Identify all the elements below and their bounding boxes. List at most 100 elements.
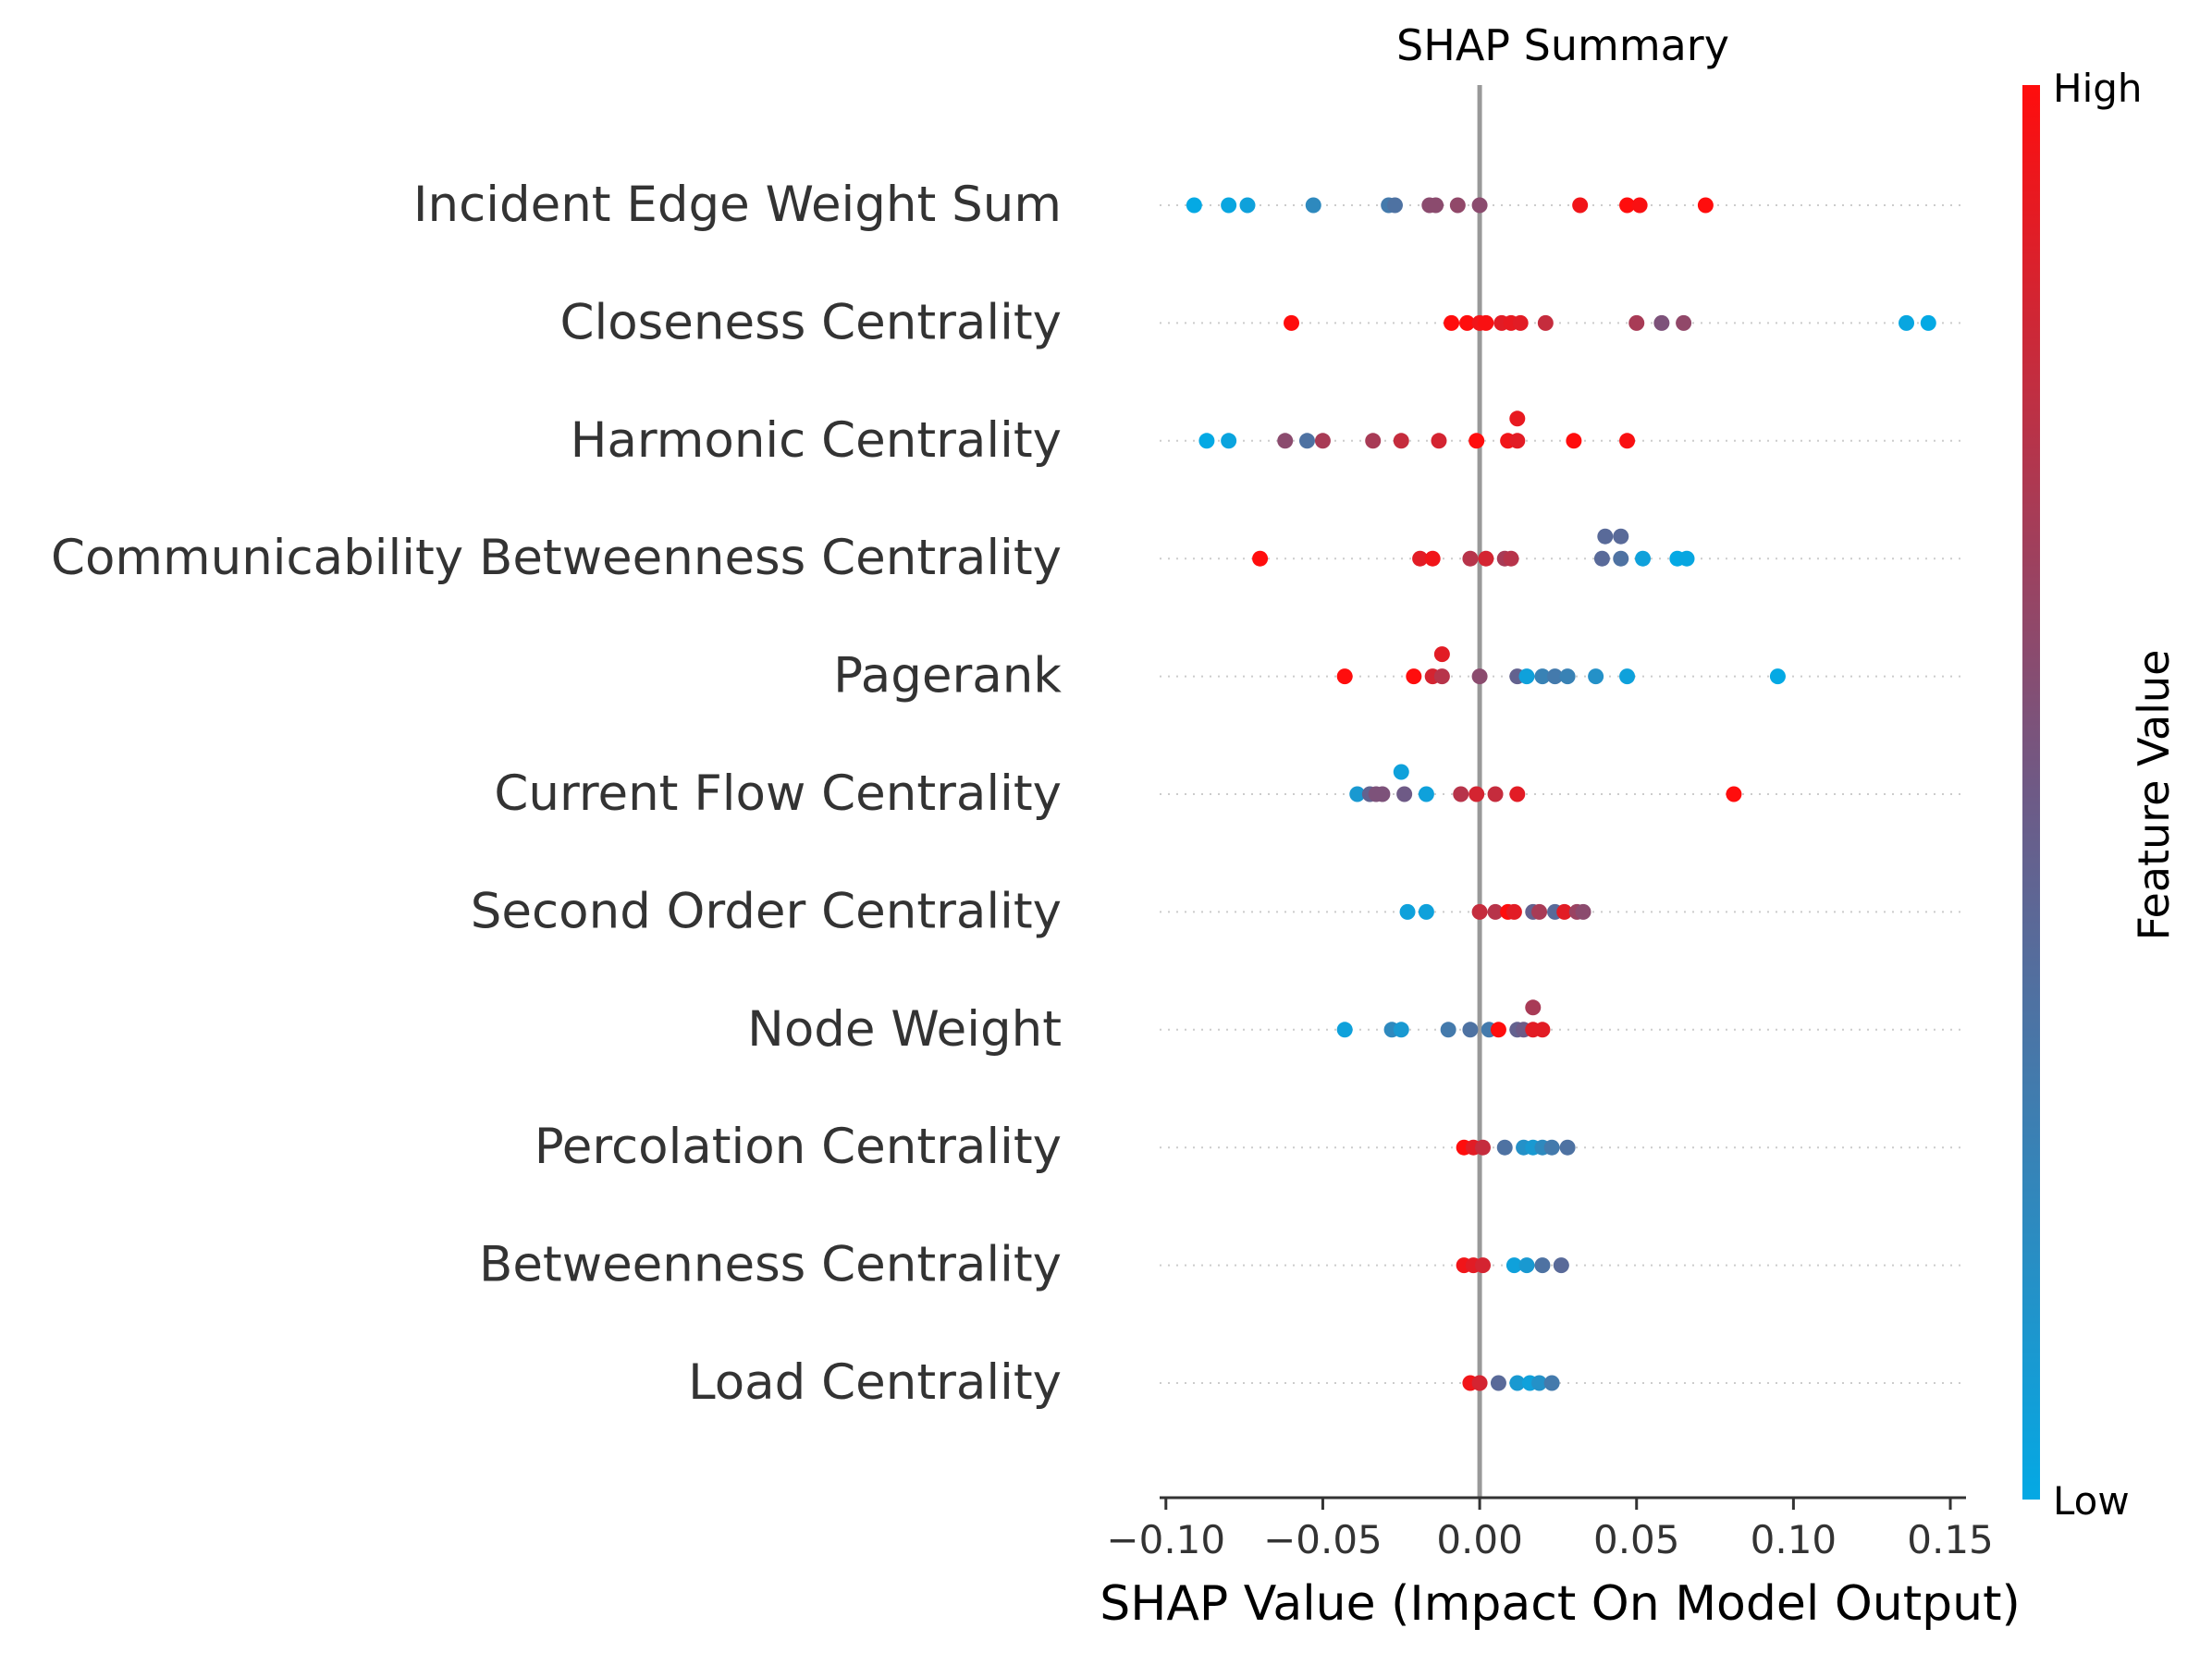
- x-tick-label: 0.15: [1907, 1517, 1994, 1562]
- shap-point: [1534, 668, 1551, 685]
- shap-point: [1428, 197, 1444, 214]
- shap-point: [1726, 786, 1742, 802]
- shap-point: [1505, 1257, 1522, 1274]
- shap-point: [1588, 668, 1604, 685]
- shap-point: [1531, 1375, 1548, 1391]
- shap-point: [1505, 903, 1522, 920]
- feature-label: Second Order Centrality: [471, 883, 1062, 939]
- shap-point: [1487, 786, 1504, 802]
- shap-point: [1512, 314, 1529, 331]
- shap-point: [1459, 314, 1476, 331]
- shap-point: [1186, 197, 1202, 214]
- shap-point: [1678, 550, 1695, 567]
- x-tick-label: 0.05: [1593, 1517, 1680, 1562]
- shap-point: [1418, 903, 1434, 920]
- shap-point: [1406, 668, 1422, 685]
- shap-point: [1518, 1257, 1535, 1274]
- shap-point: [1559, 668, 1576, 685]
- shap-point: [1531, 903, 1548, 920]
- x-tick-label: −0.05: [1263, 1517, 1382, 1562]
- x-axis: −0.10 −0.05 0.00 0.05 0.10 0.15: [1106, 1496, 1994, 1562]
- shap-point: [1676, 314, 1692, 331]
- shap-point: [1284, 314, 1300, 331]
- shap-point: [1449, 197, 1466, 214]
- shap-point: [1474, 1257, 1491, 1274]
- shap-point: [1537, 314, 1554, 331]
- shap-point: [1424, 550, 1441, 567]
- shap-point: [1509, 410, 1526, 427]
- shap-point: [1440, 1022, 1456, 1038]
- shap-point: [1534, 1257, 1551, 1274]
- shap-point: [1433, 668, 1450, 685]
- shap-point: [1471, 197, 1488, 214]
- feature-label: Node Weight: [747, 1001, 1062, 1058]
- feature-label: Closeness Centrality: [560, 294, 1063, 350]
- shap-point: [1543, 1139, 1560, 1156]
- shap-point: [1503, 550, 1519, 567]
- shap-point: [1525, 999, 1542, 1016]
- shap-point: [1478, 550, 1494, 567]
- shap-point: [1635, 550, 1652, 567]
- shap-point: [1336, 1022, 1353, 1038]
- shap-point: [1336, 668, 1353, 685]
- shap-point: [1418, 786, 1434, 802]
- feature-label: Current Flow Centrality: [494, 765, 1062, 822]
- shap-point: [1556, 903, 1573, 920]
- x-tick-label: 0.00: [1436, 1517, 1523, 1562]
- shap-point: [1298, 433, 1315, 449]
- feature-rows: Incident Edge Weight Sum Closeness Centra…: [51, 177, 1966, 1411]
- shap-point: [1239, 197, 1256, 214]
- shap-point: [1920, 314, 1936, 331]
- colorbar-title: Feature Value: [2129, 650, 2179, 941]
- shap-point: [1393, 764, 1409, 780]
- shap-point: [1471, 668, 1488, 685]
- feature-label: Load Centrality: [688, 1354, 1062, 1411]
- x-axis-label: SHAP Value (Impact On Model Output): [1100, 1576, 2021, 1632]
- shap-point: [1899, 314, 1915, 331]
- shap-point: [1490, 1022, 1506, 1038]
- shap-point: [1593, 550, 1610, 567]
- chart-title: SHAP Summary: [1396, 20, 1729, 70]
- shap-point: [1469, 786, 1485, 802]
- shap-point: [1509, 1375, 1526, 1391]
- shap-point: [1314, 433, 1331, 449]
- colorbar-high-label: High: [2053, 66, 2143, 111]
- shap-point: [1509, 433, 1526, 449]
- shap-point: [1572, 197, 1589, 214]
- shap-point: [1277, 433, 1294, 449]
- shap-point: [1619, 197, 1636, 214]
- shap-point: [1393, 1022, 1409, 1038]
- shap-point: [1471, 903, 1488, 920]
- shap-point: [1396, 786, 1413, 802]
- shap-point: [1462, 1022, 1479, 1038]
- x-tick-label: 0.10: [1751, 1517, 1837, 1562]
- shap-point: [1444, 314, 1460, 331]
- shap-point: [1553, 1257, 1569, 1274]
- shap-point: [1252, 550, 1269, 567]
- shap-point: [1543, 1375, 1560, 1391]
- shap-point: [1619, 433, 1636, 449]
- shap-point: [1474, 1139, 1491, 1156]
- shap-point: [1349, 786, 1366, 802]
- shap-point: [1386, 197, 1403, 214]
- shap-point: [1221, 433, 1237, 449]
- shap-point: [1393, 433, 1409, 449]
- shap-point: [1431, 433, 1447, 449]
- shap-point: [1412, 550, 1429, 567]
- shap-point: [1399, 903, 1416, 920]
- feature-label: Communicability Betweenness Centrality: [51, 530, 1062, 586]
- shap-point: [1471, 1375, 1488, 1391]
- feature-label: Pagerank: [833, 648, 1062, 704]
- shap-point: [1490, 1375, 1506, 1391]
- shap-point: [1534, 1022, 1551, 1038]
- shap-point: [1469, 433, 1485, 449]
- colorbar: [2022, 85, 2040, 1500]
- shap-point: [1613, 550, 1629, 567]
- shap-point: [1374, 786, 1391, 802]
- shap-point: [1478, 314, 1494, 331]
- shap-point: [1462, 550, 1479, 567]
- feature-label: Incident Edge Weight Sum: [413, 177, 1062, 233]
- shap-point: [1597, 528, 1614, 545]
- shap-point: [1487, 903, 1504, 920]
